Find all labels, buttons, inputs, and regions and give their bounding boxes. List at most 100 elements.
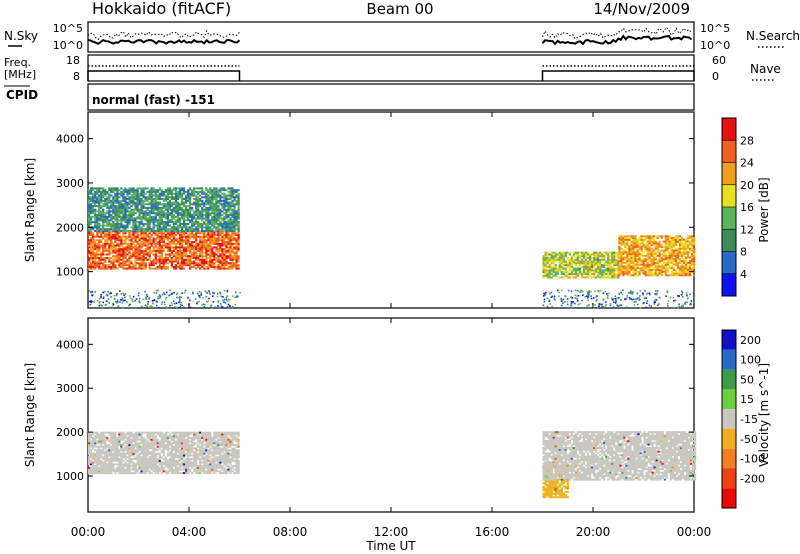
velocity-cell <box>92 431 95 434</box>
power-cell <box>225 260 228 263</box>
power-cell <box>114 248 117 251</box>
power-cell <box>156 208 159 211</box>
power-cell <box>211 222 214 225</box>
power-cell <box>693 265 696 268</box>
power-cell <box>108 251 111 254</box>
power-cell <box>110 232 113 235</box>
power-cell <box>191 221 194 224</box>
power-cell <box>570 265 573 268</box>
power-cell <box>120 248 123 251</box>
power-cell <box>564 301 566 303</box>
power-cell <box>664 258 667 261</box>
power-cell <box>574 269 577 272</box>
power-cell <box>225 230 228 232</box>
velocity-cell <box>98 472 101 475</box>
power-cell <box>237 214 240 216</box>
power-cell <box>646 258 649 261</box>
power-cell <box>98 264 101 267</box>
power-cell <box>234 303 237 306</box>
power-cell <box>568 258 571 261</box>
power-cell <box>554 274 557 277</box>
velocity-cell <box>98 447 101 450</box>
power-cell <box>642 293 644 296</box>
power-cell <box>195 194 198 197</box>
power-cell <box>176 306 178 309</box>
power-cell <box>576 274 579 277</box>
power-cell <box>546 265 549 268</box>
power-cell <box>102 297 105 299</box>
power-cell <box>201 242 204 245</box>
power-cell <box>556 258 559 261</box>
power-cell <box>120 215 123 218</box>
power-cell <box>548 257 551 259</box>
power-cell <box>660 265 663 268</box>
power-cell <box>172 230 175 232</box>
power-cell <box>554 255 557 258</box>
freq-panel: Freq. [MHz] 18 8 60 0 Nave <box>4 54 781 83</box>
power-cell <box>542 262 545 265</box>
velocity-cell <box>90 442 93 445</box>
power-cell <box>160 262 163 265</box>
power-cell <box>570 290 573 292</box>
power-cell <box>222 296 224 298</box>
velocity-cell <box>102 468 105 471</box>
power-cell <box>102 212 105 215</box>
power-cell <box>98 235 101 238</box>
power-cell <box>672 242 675 245</box>
power-cell <box>180 244 184 247</box>
velocity-cell <box>98 440 101 443</box>
power-cell <box>136 198 139 200</box>
power-cell <box>102 262 105 265</box>
noise-left-tick-bottom: 10^0 <box>53 39 83 52</box>
power-cell <box>170 198 173 200</box>
power-cell <box>613 274 616 277</box>
power-cell <box>213 190 216 193</box>
power-cell <box>217 190 220 193</box>
power-cell <box>574 289 577 292</box>
power-cell <box>160 237 163 240</box>
power-cell <box>90 187 93 190</box>
power-cell <box>199 237 202 240</box>
power-cell <box>650 235 653 238</box>
power-cell <box>118 201 121 204</box>
power-cell <box>160 214 163 216</box>
power-cell <box>106 203 109 206</box>
power-cell <box>678 247 681 250</box>
velocity-cell <box>110 461 113 464</box>
power-cell <box>217 249 220 252</box>
power-cell <box>609 304 612 307</box>
power-cell <box>185 208 188 211</box>
power-cell <box>591 269 594 272</box>
power-cell <box>159 295 162 297</box>
power-cell <box>595 251 598 254</box>
power-cell <box>678 272 681 275</box>
power-cell <box>235 255 238 258</box>
power-cell <box>597 262 600 265</box>
power-cell <box>632 265 635 268</box>
power-cell <box>193 228 196 231</box>
power-cell <box>110 241 113 243</box>
power-cell <box>686 269 690 271</box>
power-cell <box>160 239 163 242</box>
power-cell <box>674 261 677 264</box>
power-cell <box>215 248 218 251</box>
power-cell <box>144 232 147 235</box>
power-cell <box>226 306 229 308</box>
power-cell <box>174 255 178 258</box>
power-cell <box>112 196 115 199</box>
power-cell <box>215 219 218 222</box>
power-cell <box>205 226 208 229</box>
power-cell <box>573 302 576 305</box>
power-cell <box>207 262 210 265</box>
velocity-cell <box>106 431 109 434</box>
power-cell <box>207 212 210 215</box>
power-cell <box>144 215 147 218</box>
power-cell <box>203 242 206 245</box>
power-cell <box>684 240 688 243</box>
power-cell <box>634 258 637 261</box>
power-cell <box>209 206 212 209</box>
power-cell <box>178 206 182 209</box>
power-cell <box>650 242 653 245</box>
power-cell <box>656 244 659 247</box>
power-cell <box>632 249 635 252</box>
